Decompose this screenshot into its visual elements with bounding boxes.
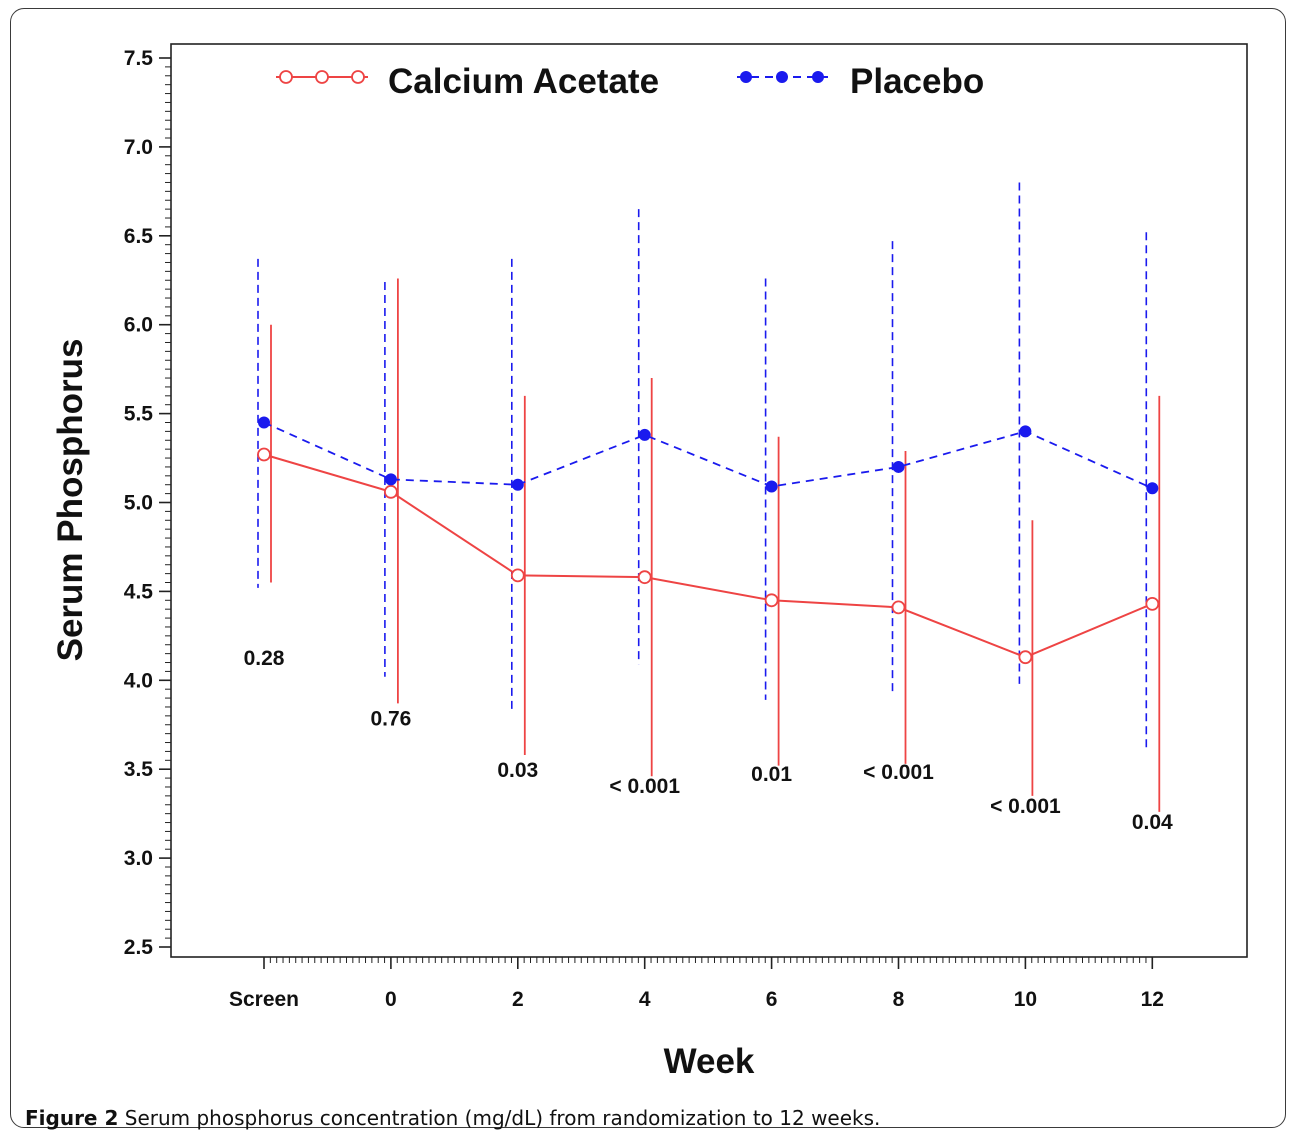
x-tick-label: 2 — [512, 988, 524, 1011]
p-value-labels: 0.28 0.76 0.03 < 0.001 0.01 < 0.001 < 0.001 0.0… — [244, 647, 1173, 834]
legend-calcium-marker — [315, 70, 329, 84]
placebo-point — [1019, 425, 1032, 438]
calcium-acetate-point — [637, 570, 652, 585]
y-tick-label: 6.0 — [124, 314, 153, 337]
series-lines — [263, 421, 1153, 659]
figure-frame — [10, 8, 1286, 1128]
x-axis: Screen 0 2 4 6 8 10 12 — [229, 957, 1164, 1011]
placebo-point — [638, 428, 651, 441]
calcium-acetate-point — [1145, 596, 1160, 611]
y-tick-label: 7.0 — [124, 136, 153, 159]
x-tick-label: 8 — [893, 988, 905, 1011]
calcium-acetate-point — [510, 568, 525, 583]
y-tick-label: 4.0 — [124, 669, 153, 692]
calcium-acetate-line — [263, 453, 1153, 659]
legend-placebo-marker — [812, 71, 824, 83]
calcium-acetate-point — [257, 447, 271, 462]
p-value-label: < 0.001 — [609, 775, 680, 798]
p-value-label: 0.04 — [1132, 811, 1173, 834]
placebo-point — [258, 416, 270, 429]
x-tick-label: 12 — [1141, 988, 1164, 1011]
calcium-acetate-point — [1018, 650, 1033, 665]
y-tick-label: 5.5 — [124, 403, 154, 426]
p-value-label: 0.76 — [370, 708, 411, 731]
calcium-acetate-point — [764, 593, 779, 608]
data-points — [257, 416, 1160, 665]
legend-placebo-label: Placebo — [850, 62, 984, 101]
y-tick-label: 3.0 — [124, 847, 153, 870]
x-tick-label: Screen — [229, 988, 299, 1011]
placebo-line — [263, 421, 1153, 490]
p-value-label: 0.03 — [497, 759, 538, 782]
p-value-label: < 0.001 — [863, 761, 934, 784]
p-value-label: < 0.001 — [990, 795, 1061, 818]
legend-placebo-marker — [776, 71, 788, 83]
y-tick-label: 7.5 — [124, 47, 154, 70]
y-tick-label: 4.5 — [124, 580, 154, 603]
figure-caption: Figure 2 Serum phosphorus concentration … — [25, 1106, 880, 1130]
placebo-point — [765, 480, 778, 493]
figure-caption-text: Serum phosphorus concentration (mg/dL) f… — [118, 1106, 881, 1130]
x-axis-title: Week — [664, 1042, 755, 1081]
y-axis-title: Serum Phosphorus — [51, 339, 90, 662]
y-tick-label: 2.5 — [124, 936, 154, 959]
legend: Calcium Acetate Placebo — [276, 62, 984, 101]
legend-calcium-label: Calcium Acetate — [388, 62, 659, 101]
legend-calcium-marker — [279, 70, 293, 84]
x-tick-label: 4 — [639, 988, 651, 1011]
p-value-label: 0.28 — [244, 647, 285, 670]
placebo-point — [892, 460, 905, 473]
y-axis: 2.5 3.0 3.5 4.0 4.5 5.0 5.5 6.0 6.5 7.0 7.5 — [124, 47, 171, 959]
y-tick-label: 6.5 — [124, 225, 154, 248]
placebo-point — [511, 478, 524, 491]
y-tick-label: 5.0 — [124, 492, 153, 515]
legend-calcium-marker — [351, 70, 365, 84]
calcium-acetate-point — [891, 600, 906, 615]
placebo-point — [1146, 482, 1159, 495]
placebo-point — [384, 473, 397, 486]
x-tick-label: 10 — [1014, 988, 1037, 1011]
p-value-label: 0.01 — [751, 763, 792, 786]
y-tick-label: 3.5 — [124, 758, 154, 781]
x-tick-label: 0 — [385, 988, 397, 1011]
plot-area — [170, 43, 1248, 958]
error-bars — [257, 182, 1161, 812]
x-tick-label: 6 — [766, 988, 778, 1011]
figure-caption-label: Figure 2 — [25, 1106, 119, 1130]
legend-placebo-marker — [740, 71, 752, 83]
calcium-acetate-point — [383, 484, 398, 499]
